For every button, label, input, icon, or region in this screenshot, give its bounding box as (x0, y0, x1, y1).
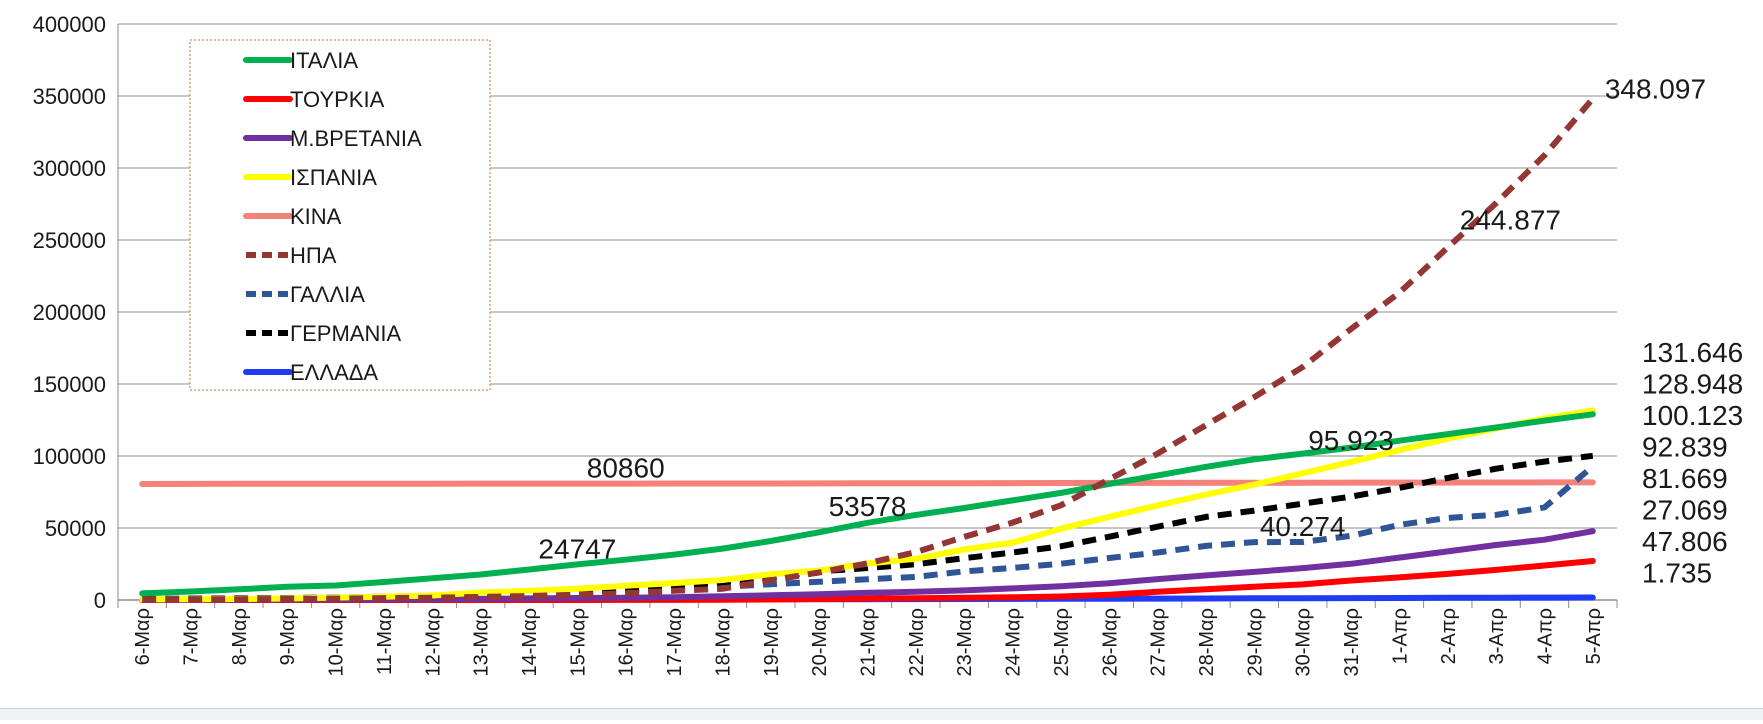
x-tick-label: 5-Απρ (1583, 608, 1605, 664)
end-value-label: 128.948 (1642, 369, 1743, 400)
legend: ΙΤΑΛΙΑ ΤΟΥΡΚΙΑ Μ.ΒΡΕΤΑΝΙΑ ΙΣΠΑΝΙΑ ΚΙΝΑ ΗΠΑ ΓΑΛ… (189, 39, 491, 391)
series-line (142, 96, 1596, 603)
x-tick-label: 16-Μαρ (616, 608, 638, 677)
legend-label: ΕΛΛΑΔΑ (290, 360, 378, 385)
window-bottom-edge (0, 708, 1763, 720)
y-tick-label: 0 (94, 588, 106, 613)
x-tick-label: 14-Μαρ (519, 608, 541, 677)
y-tick-label: 200000 (33, 300, 106, 325)
x-tick-label: 3-Απρ (1486, 608, 1508, 664)
x-tick-label: 26-Μαρ (1099, 608, 1121, 677)
legend-label: ΓΑΛΛΙΑ (290, 282, 365, 307)
series-line (139, 411, 1596, 597)
data-annotations: 348.097 244.877 80860 53578 24747 95.923 40.27… (538, 74, 1743, 589)
data-label: 53578 (829, 491, 907, 522)
y-tick-label: 400000 (33, 12, 106, 37)
end-value-label: 131.646 (1642, 337, 1743, 368)
y-tick-label: 100000 (33, 444, 106, 469)
data-label: 95.923 (1308, 425, 1394, 456)
end-value-label: 47.806 (1642, 526, 1728, 557)
x-tick-label: 25-Μαρ (1051, 608, 1073, 677)
y-tick-label: 150000 (33, 372, 106, 397)
legend-label: ΚΙΝΑ (290, 204, 342, 229)
end-value-label: 81.669 (1642, 463, 1728, 494)
legend-label: ΗΠΑ (290, 243, 337, 268)
legend-label: ΙΤΑΛΙΑ (290, 48, 358, 73)
y-tick-label: 50000 (45, 516, 106, 541)
legend-label: ΓΕΡΜΑΝΙΑ (290, 321, 401, 346)
x-tick-label: 8-Μαρ (229, 608, 251, 665)
x-tick-label: 12-Μαρ (422, 608, 444, 677)
x-tick-label: 24-Μαρ (1003, 608, 1025, 677)
x-tick-label: 30-Μαρ (1293, 608, 1315, 677)
data-label: 80860 (587, 453, 665, 484)
x-tick-label: 9-Μαρ (277, 608, 299, 665)
x-tick-label: 17-Μαρ (664, 608, 686, 677)
legend-label: ΙΣΠΑΝΙΑ (290, 165, 377, 190)
data-label: 40.274 (1260, 511, 1346, 542)
y-tick-label: 250000 (33, 228, 106, 253)
x-tick-label: 6-Μαρ (132, 608, 154, 665)
y-tick-label: 300000 (33, 156, 106, 181)
data-label: 348.097 (1605, 74, 1706, 105)
legend-label: Μ.ΒΡΕΤΑΝΙΑ (290, 126, 422, 151)
x-tick-label: 21-Μαρ (858, 608, 880, 677)
series-line (139, 479, 1596, 487)
x-tick-label: 13-Μαρ (471, 608, 493, 677)
x-tick-label: 11-Μαρ (374, 608, 396, 675)
x-tick-label: 18-Μαρ (712, 608, 734, 677)
x-tick-label: 15-Μαρ (567, 608, 589, 677)
x-tick-label: 22-Μαρ (906, 608, 928, 677)
legend-label: ΤΟΥΡΚΙΑ (290, 87, 385, 112)
x-tick-label: 27-Μαρ (1148, 608, 1170, 677)
x-tick-label: 20-Μαρ (809, 608, 831, 677)
x-tick-label: 7-Μαρ (181, 608, 203, 665)
y-tick-label: 350000 (33, 84, 106, 109)
x-tick-label: 19-Μαρ (761, 608, 783, 677)
x-tick-label: 10-Μαρ (326, 608, 348, 677)
end-value-label: 27.069 (1642, 495, 1728, 526)
x-tick-label: 31-Μαρ (1341, 608, 1363, 677)
x-tick-label: 28-Μαρ (1196, 608, 1218, 677)
x-tick-label: 29-Μαρ (1244, 608, 1266, 677)
data-label: 24747 (538, 533, 616, 564)
end-value-label: 1.735 (1642, 558, 1712, 589)
end-value-label: 100.123 (1642, 400, 1743, 431)
x-tick-label: 4-Απρ (1534, 608, 1556, 664)
data-label: 244.877 (1460, 204, 1561, 235)
series-lines (139, 96, 1596, 603)
x-tick-label: 2-Απρ (1438, 608, 1460, 664)
legend-box (189, 39, 491, 391)
x-tick-label: 23-Μαρ (954, 608, 976, 677)
x-tick-label: 1-Απρ (1389, 608, 1411, 664)
axes: 0 50000 100000 150000 200000 250000 300000 3500… (33, 12, 1618, 677)
end-value-label: 92.839 (1642, 432, 1728, 463)
